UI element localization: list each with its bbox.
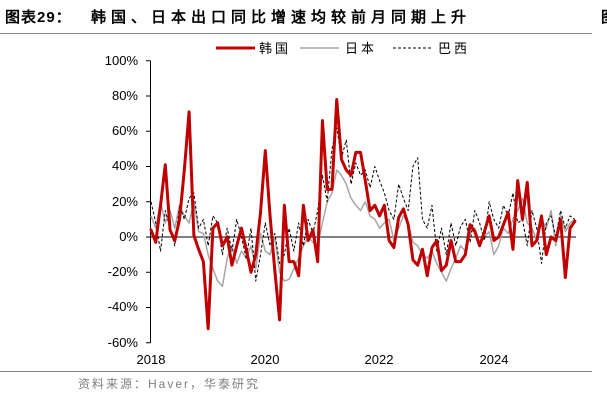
y-tick-label: 80% (111, 88, 138, 103)
y-tick-label: 40% (111, 158, 138, 173)
y-tick-label: -40% (107, 299, 138, 314)
legend-label-brazil: 巴西 (438, 41, 471, 56)
x-tick-label: 2018 (136, 352, 166, 367)
japan-series-line (150, 169, 576, 288)
x-tick-label: 2024 (479, 352, 509, 367)
source-divider (0, 371, 592, 372)
brazil-series-line (150, 127, 576, 282)
x-tick-label: 2020 (250, 352, 280, 367)
figure-number: 图表29： (5, 9, 72, 26)
x-tick-label: 2022 (364, 352, 394, 367)
legend-label-korea: 韩国 (259, 41, 292, 56)
y-tick-label: 60% (111, 123, 138, 138)
source-note: 资料来源：Haver，华泰研究 (78, 377, 261, 391)
y-tick-label: 100% (104, 53, 138, 68)
y-tick-label: 20% (111, 194, 138, 209)
korea-series-line (149, 98, 577, 331)
y-tick-label: -20% (107, 264, 138, 279)
figure-title: 韩国、日本出口同比增速均较前月同期上升 (91, 9, 472, 26)
y-tick-label: 0% (119, 229, 138, 244)
next-figure-label-fragment: 图 (601, 9, 607, 27)
legend-label-japan: 日本 (345, 41, 378, 56)
title-divider (0, 33, 592, 34)
y-tick-label: -60% (107, 335, 138, 350)
